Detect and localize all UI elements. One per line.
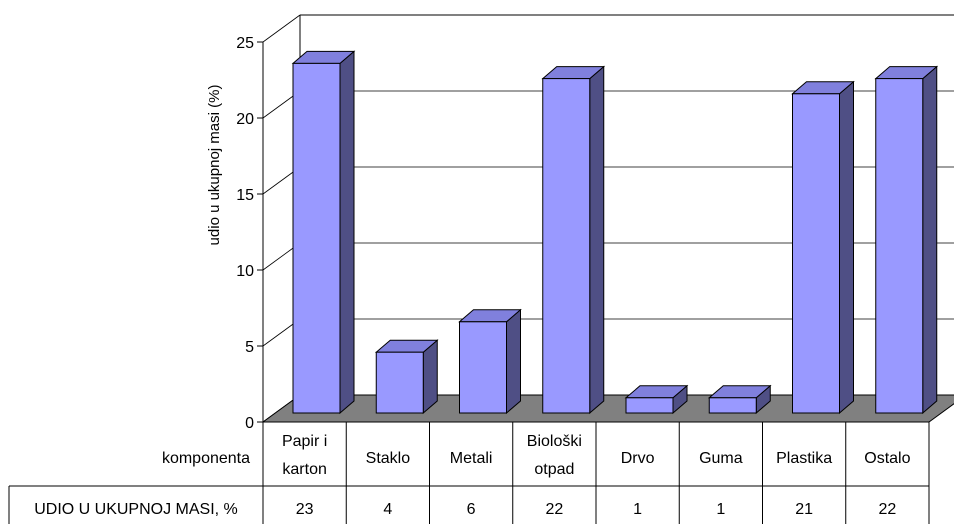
y-tick-label: 25 (236, 35, 254, 52)
table-value: 6 (467, 501, 476, 518)
bar-front (708, 397, 757, 414)
bar (624, 384, 689, 415)
bar-front (542, 78, 591, 414)
bar-side (589, 65, 605, 415)
bar-front (625, 397, 674, 414)
table-value: 1 (716, 501, 725, 518)
x-category-label: Plastika (776, 450, 832, 467)
table-value: 1 (633, 501, 642, 518)
bar-side (422, 339, 438, 415)
table-value: 23 (296, 501, 314, 518)
side-wall-gridline (262, 14, 301, 43)
bar (458, 308, 522, 415)
table-value: 22 (545, 501, 563, 518)
bar-front (875, 78, 924, 414)
x-category-label: Ostalo (864, 450, 910, 467)
x-category-label: Drvo (621, 450, 655, 467)
bar-side (839, 80, 854, 415)
x-category-label: Biološki otpad (527, 433, 582, 478)
table-value: 4 (383, 501, 392, 518)
x-category-label: Guma (699, 450, 743, 467)
bar-front (375, 351, 424, 414)
x-category-label: Papir i karton (282, 433, 327, 478)
bar-front (459, 321, 507, 414)
x-category-label: Metali (450, 450, 493, 467)
bar-front (792, 93, 840, 414)
bar (874, 65, 939, 415)
y-tick-label: 0 (245, 415, 254, 432)
bar (291, 50, 356, 415)
table-row-label: UDIO U UKUPNOJ MASI, % (34, 501, 238, 518)
bar-front (292, 62, 341, 414)
table-value: 22 (878, 501, 896, 518)
y-tick-label: 5 (245, 339, 254, 356)
y-axis: 0 5 10 15 20 25 (236, 35, 264, 432)
bar (541, 65, 606, 415)
bar-side (922, 65, 938, 415)
y-tick-label: 15 (236, 187, 254, 204)
bar (374, 339, 439, 415)
table-header-label: komponenta (162, 450, 250, 467)
y-tick-label: 10 (236, 263, 254, 280)
x-category-label: Staklo (366, 450, 411, 467)
bar-side (339, 50, 355, 415)
table-value: 21 (795, 501, 813, 518)
y-tick-label: 20 (236, 111, 254, 128)
y-axis-title: udio u ukupnoj masi (%) (206, 85, 223, 246)
bar (791, 80, 855, 415)
bar-side (506, 308, 521, 415)
bar (707, 384, 772, 415)
bars (291, 50, 939, 415)
